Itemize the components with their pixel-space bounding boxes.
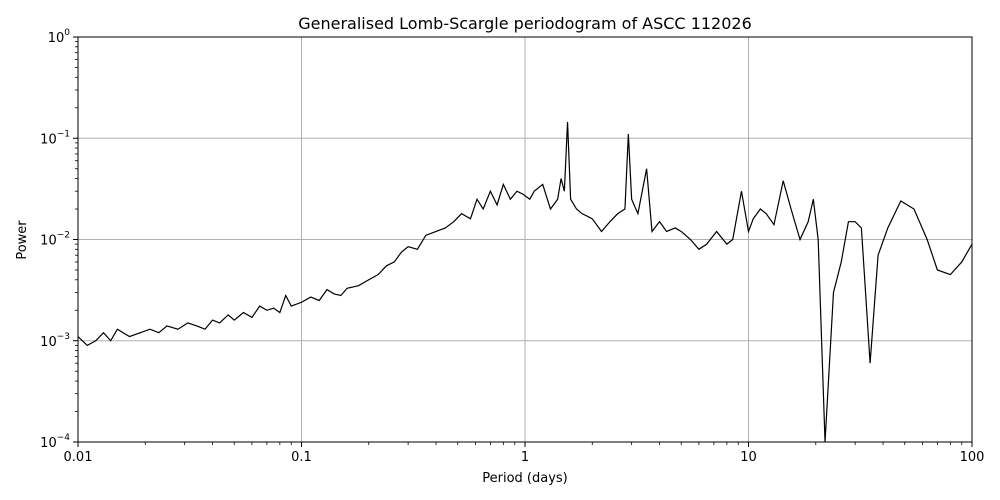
plot-area (78, 121, 972, 442)
chart-title: Generalised Lomb-Scargle periodogram of … (298, 14, 752, 33)
y-tick-base: 10 (40, 335, 57, 350)
x-tick-label: 1 (521, 450, 529, 465)
x-axis-ticks: 0.01 0.1 1 10 100 (64, 442, 985, 465)
grid-lines (78, 37, 972, 442)
y-tick-label: 100 (48, 28, 71, 46)
y-tick-label: 10−3 (40, 332, 70, 350)
y-tick-exponent: −4 (57, 433, 71, 443)
y-tick-base: 10 (40, 436, 57, 451)
y-tick-exponent: 0 (64, 28, 70, 38)
y-tick-exponent: −2 (57, 231, 70, 241)
y-tick-exponent: −3 (57, 332, 70, 342)
y-tick-exponent: −1 (57, 129, 70, 139)
y-tick-base: 10 (40, 132, 57, 147)
y-axis-label: Power (15, 220, 30, 260)
y-tick-label: 10−2 (40, 231, 70, 249)
x-tick-label: 0.01 (64, 450, 93, 465)
x-tick-label: 0.1 (291, 450, 312, 465)
y-tick-label: 10−1 (40, 129, 70, 147)
periodogram-series-line (78, 121, 972, 442)
y-tick-base: 10 (48, 31, 65, 46)
x-axis-label: Period (days) (482, 471, 568, 486)
x-tick-label: 100 (960, 450, 985, 465)
y-tick-label: 10−4 (40, 433, 70, 451)
x-tick-label: 10 (740, 450, 757, 465)
y-tick-base: 10 (40, 234, 57, 249)
